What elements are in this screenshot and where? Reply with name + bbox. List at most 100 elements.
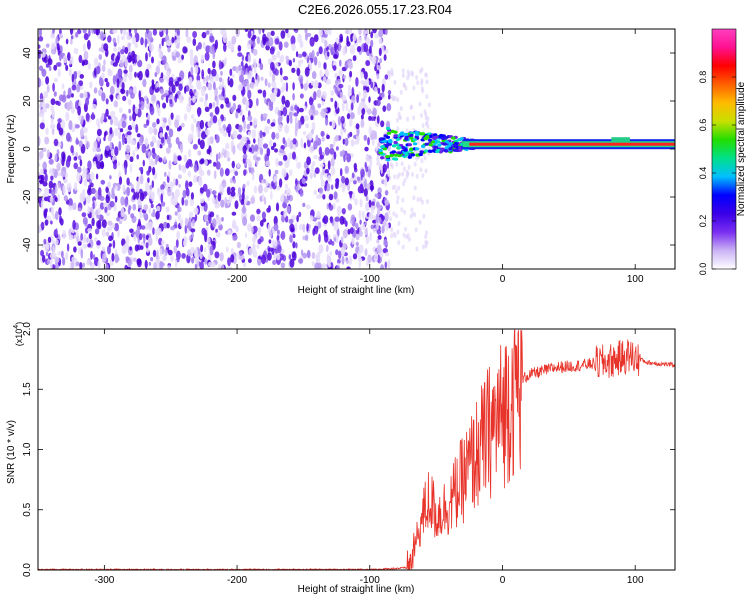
spectrogram-noise-cell — [424, 234, 428, 240]
spectrogram-noise-cell — [38, 44, 41, 49]
spectrogram-noise-cell — [128, 108, 131, 114]
x-tick-label: 0 — [500, 575, 506, 586]
spectrogram-noise-cell — [364, 221, 367, 226]
spectrogram-noise-cell — [389, 162, 393, 167]
spectrogram-noise-cell — [374, 193, 379, 198]
spectrogram-noise-cell — [302, 252, 308, 259]
spectrogram-noise-cell — [175, 51, 180, 58]
spectrogram-noise-cell — [208, 102, 213, 110]
spectrogram-noise-cell — [200, 86, 206, 97]
spectrogram-noise-cell — [344, 177, 349, 186]
spectrogram-noise-cell — [301, 177, 306, 184]
spectrogram-noise-cell — [107, 135, 112, 142]
spectrogram-noise-cell — [339, 91, 343, 99]
spectrogram-noise-cell — [274, 68, 279, 76]
spectrogram-noise-cell — [167, 264, 171, 269]
spectrogram-noise-cell — [318, 146, 323, 156]
spectrogram-noise-cell — [156, 249, 159, 260]
spectrogram-noise-cell — [313, 155, 318, 160]
spectrogram-noise-cell — [168, 142, 172, 149]
spectrogram-noise-cell — [39, 150, 44, 159]
spectrogram-noise-cell — [65, 252, 69, 260]
spectrogram-noise-cell — [190, 192, 194, 200]
spectrogram-noise-cell — [61, 83, 65, 90]
spectrogram-noise-cell — [183, 239, 187, 247]
spectrogram-noise-cell — [163, 29, 167, 33]
spectrogram-noise-cell — [126, 186, 131, 197]
spectrogram-noise-cell — [366, 108, 372, 115]
spectrogram-noise-cell — [350, 214, 356, 223]
spectrogram-noise-cell — [101, 229, 106, 237]
spectrogram-noise-cell — [374, 65, 377, 72]
spectrogram-noise-cell — [362, 89, 368, 99]
spectrogram-noise-cell — [157, 48, 162, 53]
spectrogram-noise-cell — [238, 83, 243, 92]
spectrogram-noise-cell — [277, 109, 281, 117]
spectrogram-noise-cell — [374, 86, 378, 92]
spectrogram-noise-cell — [109, 85, 115, 95]
spectrogram-signal-cell — [414, 131, 419, 135]
spectrogram-noise-cell — [377, 235, 382, 240]
spectrogram-noise-cell — [130, 213, 135, 219]
spectrogram-noise-cell — [346, 35, 349, 45]
spectrogram-noise-cell — [262, 143, 269, 149]
spectrogram-noise-cell — [134, 71, 137, 78]
spectrogram-signal-cell — [440, 147, 445, 151]
spectrogram-noise-cell — [151, 135, 156, 142]
spectrogram-noise-cell — [302, 202, 306, 208]
spectrogram-noise-cell — [125, 235, 130, 245]
spectrogram-noise-cell — [355, 222, 359, 229]
spectrogram-noise-cell — [247, 131, 252, 136]
spectrogram-noise-cell — [275, 132, 280, 140]
spectrogram-noise-cell — [104, 206, 108, 213]
spectrogram-noise-cell — [243, 120, 247, 129]
spectrogram-noise-cell — [195, 45, 199, 52]
spectrogram-noise-cell — [333, 221, 339, 231]
spectrogram-noise-cell — [425, 94, 429, 100]
spectrogram-noise-cell — [48, 180, 54, 189]
spectrogram-noise-cell — [396, 199, 399, 205]
spectrogram-noise-cell — [314, 222, 319, 227]
spectrogram-noise-cell — [256, 208, 261, 215]
spectrogram-noise-cell — [212, 60, 216, 69]
spectrogram-noise-cell — [148, 221, 153, 231]
spectrogram-noise-cell — [285, 82, 289, 92]
spectrogram-noise-cell — [46, 149, 50, 158]
spectrogram-noise-cell — [91, 112, 95, 121]
spectrogram-noise-cell — [178, 183, 182, 188]
spectrogram-noise-cell — [355, 229, 359, 235]
spectrogram-noise-cell — [277, 116, 282, 126]
spectrogram-noise-cell — [189, 48, 194, 59]
spectrogram-noise-cell — [330, 217, 333, 224]
spectrogram-noise-cell — [322, 76, 327, 83]
spectrogram-noise-cell — [371, 137, 375, 146]
spectrogram-noise-cell — [352, 191, 355, 201]
spectrogram-noise-cell — [108, 243, 112, 248]
spectrogram-noise-cell — [272, 259, 277, 265]
spectrogram-noise-cell — [247, 223, 252, 232]
spectrogram-noise-cell — [329, 121, 333, 126]
spectrogram-noise-cell — [43, 91, 49, 99]
spectrogram-noise-cell — [144, 259, 148, 269]
spectrogram-noise-cell — [341, 175, 346, 184]
spectrogram-noise-cell — [378, 37, 383, 45]
spectrogram-signal-band — [378, 126, 675, 162]
spectrogram-noise-cell — [346, 113, 351, 120]
spectrogram-noise-cell — [244, 29, 249, 32]
spectrogram-noise-cell — [335, 198, 340, 203]
spectrogram-noise-cell — [129, 246, 132, 251]
spectrogram-noise-cell — [162, 221, 168, 229]
spectrogram-noise-cell — [339, 183, 343, 188]
spectrogram-noise-cell — [221, 187, 225, 193]
spectrogram-noise-cell — [274, 180, 278, 186]
spectrogram-noise-cell — [218, 96, 225, 101]
spectrogram-noise-cell — [47, 236, 52, 244]
spectrogram-noise-cell — [178, 206, 182, 213]
spectrogram-signal-cell — [391, 144, 397, 148]
spectrogram-noise-cell — [132, 111, 137, 122]
spectrogram-noise-cell — [136, 54, 140, 62]
spectrogram-noise-cell — [142, 78, 147, 88]
spectrogram-noise-cell — [294, 222, 298, 232]
spectrogram-noise-cell — [345, 101, 349, 112]
spectrogram-signal-cell — [420, 132, 426, 136]
